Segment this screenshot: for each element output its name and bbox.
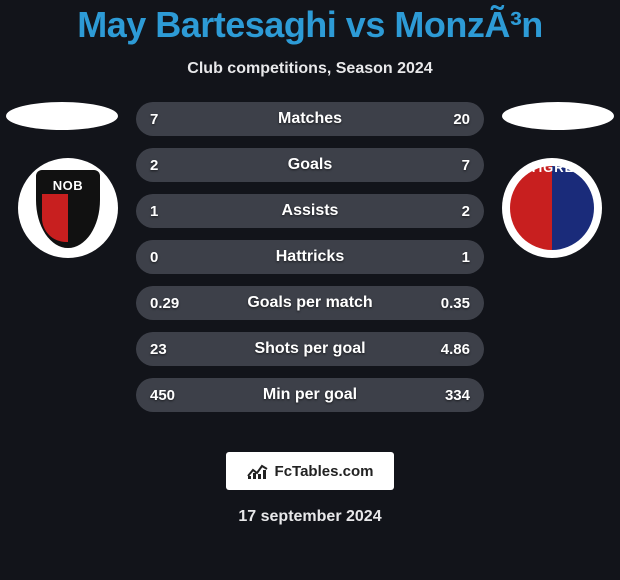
stat-row: 12Assists xyxy=(136,194,484,228)
brand-box[interactable]: FcTables.com xyxy=(226,452,394,490)
nob-badge-text: NOB xyxy=(36,178,100,193)
tigre-shield-icon xyxy=(510,166,594,250)
stat-row: 450334Min per goal xyxy=(136,378,484,412)
stat-label: Min per goal xyxy=(136,378,484,412)
comparison-card: May Bartesaghi vs MonzÃ³n Club competiti… xyxy=(0,0,620,526)
stat-row: 234.86Shots per goal xyxy=(136,332,484,366)
nob-badge: NOB xyxy=(18,158,118,258)
subtitle: Club competitions, Season 2024 xyxy=(0,60,620,78)
brand-text: FcTables.com xyxy=(275,463,374,480)
team-badge-left: NOB xyxy=(18,158,118,258)
stat-label: Shots per goal xyxy=(136,332,484,366)
team-badge-right: TIGRE xyxy=(502,158,602,258)
stat-row: 27Goals xyxy=(136,148,484,182)
nob-shield-icon: NOB xyxy=(36,170,100,248)
tigre-badge: TIGRE xyxy=(502,158,602,258)
tigre-badge-text: TIGRE xyxy=(502,160,602,175)
page-title: May Bartesaghi vs MonzÃ³n xyxy=(0,4,620,46)
stat-row: 01Hattricks xyxy=(136,240,484,274)
stat-row: 0.290.35Goals per match xyxy=(136,286,484,320)
stat-label: Goals xyxy=(136,148,484,182)
stat-rows: 720Matches 27Goals 12Assists 01Hattricks 0.2… xyxy=(136,102,484,424)
brand-chart-icon xyxy=(247,462,269,480)
stat-row: 720Matches xyxy=(136,102,484,136)
stats-stage: NOB TIGRE 720Matches 27Goals 12Assists 01Ha… xyxy=(0,102,620,432)
stat-label: Hattricks xyxy=(136,240,484,274)
shadow-ellipse-right xyxy=(502,102,614,130)
shadow-ellipse-left xyxy=(6,102,118,130)
stat-label: Matches xyxy=(136,102,484,136)
stat-label: Goals per match xyxy=(136,286,484,320)
stat-label: Assists xyxy=(136,194,484,228)
footer-date: 17 september 2024 xyxy=(0,508,620,526)
